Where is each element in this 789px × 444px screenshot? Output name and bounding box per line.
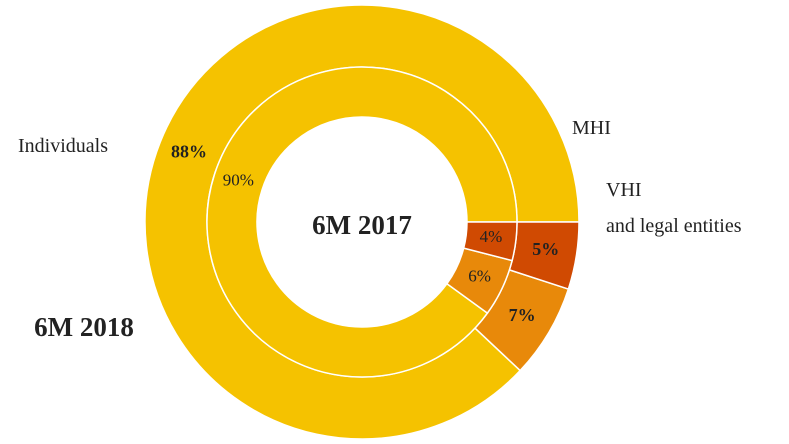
inner-ring-name: 6M 2017 xyxy=(312,210,412,240)
donut-slice xyxy=(462,221,518,262)
category-label: VHI and legal entities xyxy=(606,179,742,237)
outer-ring-name: 6M 2018 xyxy=(34,312,134,342)
value-label: 88% xyxy=(171,142,207,162)
category-label: Individuals xyxy=(18,135,108,157)
value-label: 5% xyxy=(532,239,559,259)
value-label: 7% xyxy=(509,305,536,325)
value-label: 6% xyxy=(468,266,491,285)
donut-slice xyxy=(206,66,518,378)
value-label: 90% xyxy=(223,171,254,190)
category-label: MHI xyxy=(572,117,611,139)
value-label: 4% xyxy=(480,227,503,246)
